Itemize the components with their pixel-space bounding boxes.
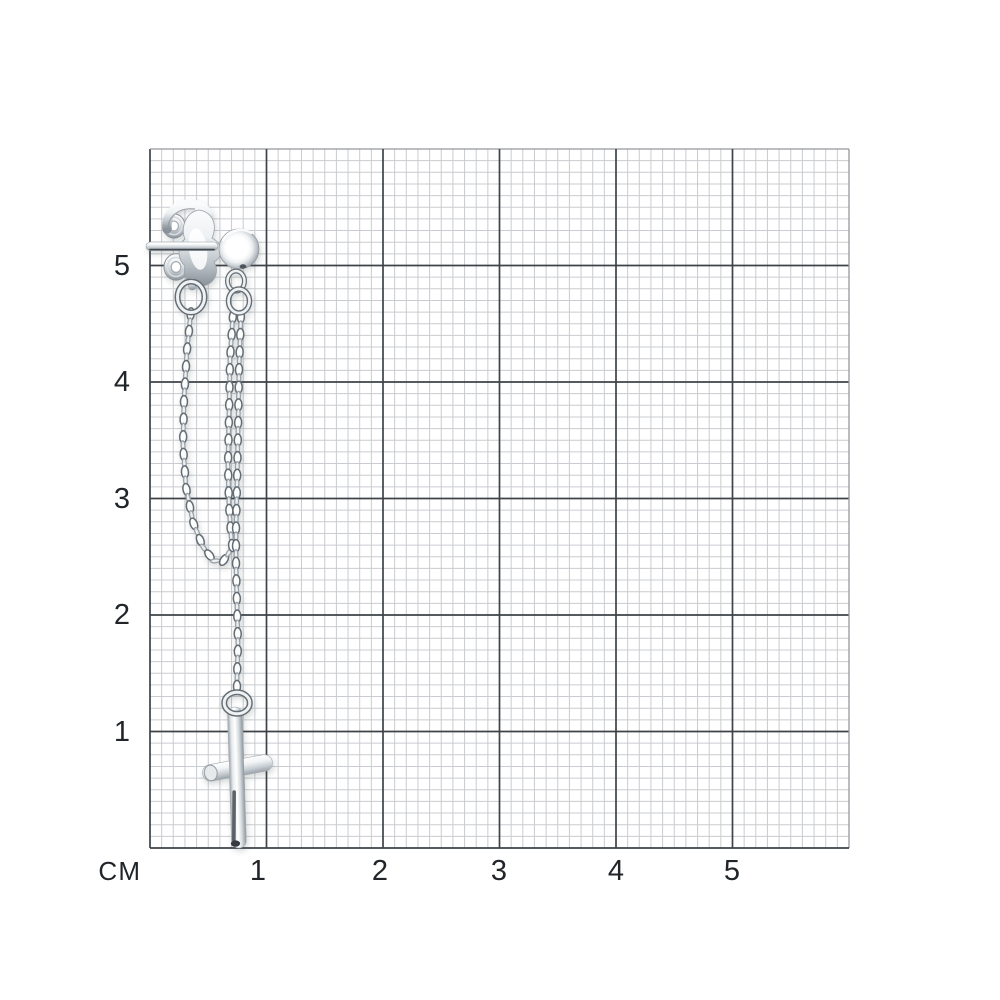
ear-post xyxy=(145,241,219,251)
x-axis-label-5cm: 5 xyxy=(723,855,741,887)
earring-with-chain-cross xyxy=(145,199,273,849)
y-axis-label-4cm: 4 xyxy=(113,366,130,398)
x-axis-label-4cm: 4 xyxy=(607,855,625,887)
chain-drop-strand xyxy=(231,310,246,694)
cross-bail-ring xyxy=(221,689,253,717)
y-axis-label-3cm: 3 xyxy=(113,483,130,515)
x-axis-label-1cm: 1 xyxy=(249,855,267,887)
chain-loop-strand xyxy=(178,307,233,567)
y-axis-label-5cm: 5 xyxy=(113,250,130,282)
y-axis-label-1cm: 1 xyxy=(113,716,130,748)
millimeter-grid xyxy=(149,148,850,849)
jump-ring-ball-lower xyxy=(225,286,253,316)
unit-label-cm: СМ xyxy=(98,856,142,886)
x-axis-label-3cm: 3 xyxy=(490,855,508,887)
cross-pendant xyxy=(202,706,273,849)
y-axis-label-2cm: 2 xyxy=(113,599,130,631)
jump-ring-clutch xyxy=(174,278,208,316)
ball-stud xyxy=(218,228,260,270)
x-axis-label-2cm: 2 xyxy=(371,855,389,887)
